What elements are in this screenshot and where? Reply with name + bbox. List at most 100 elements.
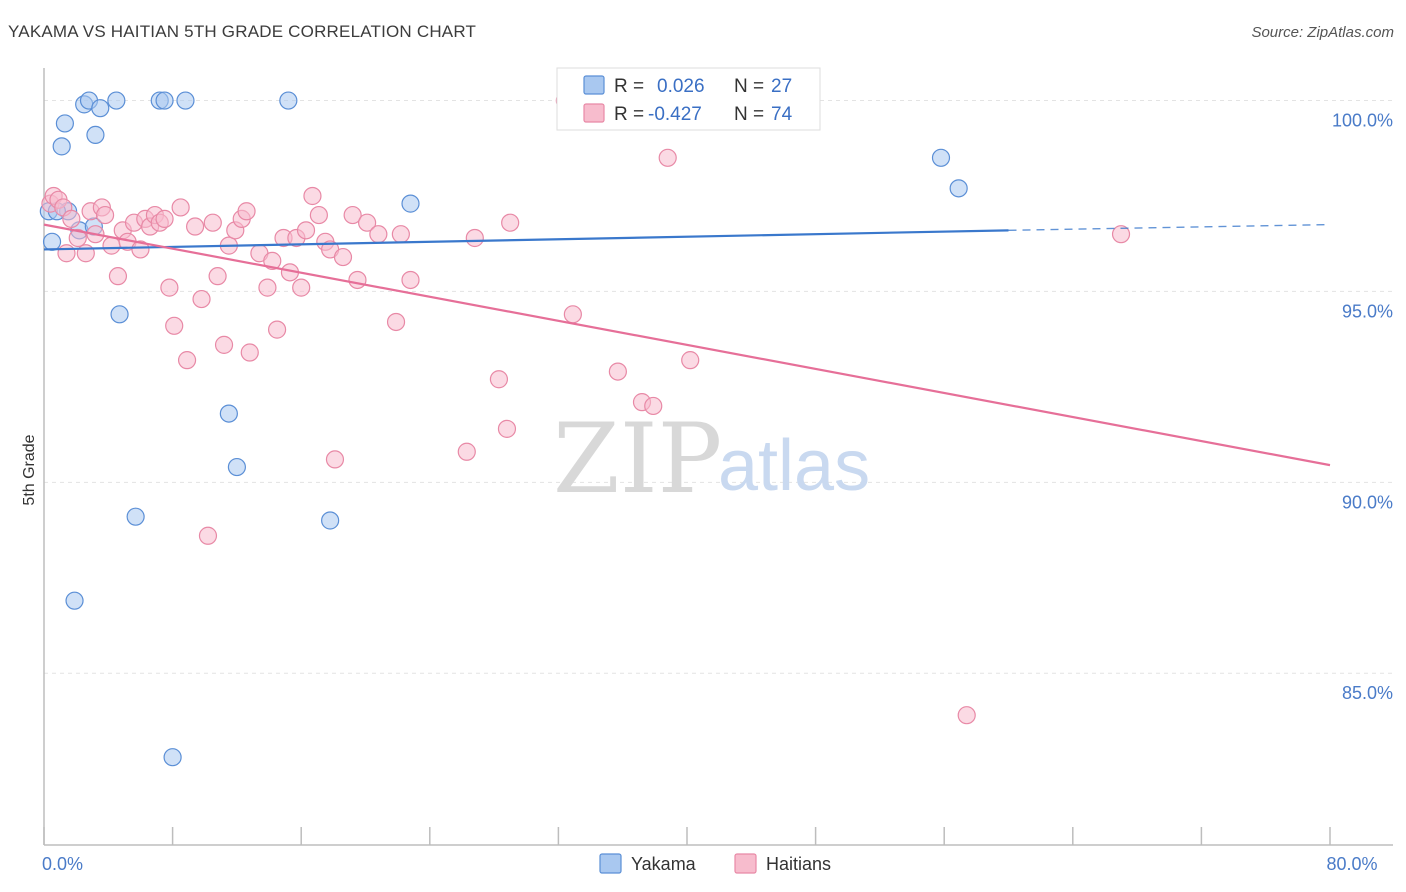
haitians-point xyxy=(681,351,700,370)
yakama-point xyxy=(401,194,420,213)
haitians-point xyxy=(160,278,179,297)
bottom-legend-label-yakama: Yakama xyxy=(631,854,697,874)
x-tick-label: 80.0% xyxy=(1326,854,1377,874)
yakama-trend-extension xyxy=(1008,223,1331,232)
yakama-point xyxy=(321,511,340,530)
yakama-point xyxy=(65,591,84,610)
yakama-point xyxy=(42,232,62,251)
legend-swatch-haitians xyxy=(583,103,605,123)
source-credit: Source: ZipAtlas.com xyxy=(1251,24,1394,41)
haitians-point xyxy=(608,362,627,381)
y-tick-label: 90.0% xyxy=(1342,492,1393,512)
haitians-point xyxy=(401,270,420,290)
yakama-point xyxy=(86,125,105,145)
legend-n-value-yakama: 27 xyxy=(771,76,792,97)
haitians-point xyxy=(76,244,95,263)
y-tick-label: 100.0% xyxy=(1332,111,1393,131)
yakama-point xyxy=(55,114,74,133)
haitians-point xyxy=(1111,225,1131,244)
haitians-point xyxy=(644,396,663,416)
x-tick-label: 0.0% xyxy=(42,854,83,874)
haitians-point xyxy=(177,351,197,370)
yakama-point xyxy=(931,148,951,167)
haitians-point xyxy=(186,217,205,236)
haitians-point xyxy=(102,236,121,255)
legend-box: R = 0.026 N = 27 R = -0.427 N = 74 xyxy=(556,67,821,131)
yakama-point xyxy=(227,457,246,477)
bottom-legend-swatch-haitians xyxy=(734,853,757,874)
haitians-point xyxy=(497,419,517,438)
yakama-point xyxy=(155,91,174,110)
x-tick-labels: 0.0% 80.0% xyxy=(42,854,1378,874)
haitians-point xyxy=(68,228,87,248)
haitians-point xyxy=(171,198,190,217)
haitians-point xyxy=(165,316,184,335)
haitians-point xyxy=(267,320,287,339)
haitians-point xyxy=(214,335,234,354)
haitians-point xyxy=(358,213,377,232)
yakama-point xyxy=(110,305,129,324)
legend-swatch-yakama xyxy=(583,75,605,95)
yakama-trend-line xyxy=(43,229,1009,251)
watermark-atlas: atlas xyxy=(718,426,870,506)
gridlines xyxy=(44,100,1393,674)
haitians-point xyxy=(57,244,76,263)
haitians-point xyxy=(208,267,227,286)
haitians-point xyxy=(386,312,406,332)
haitians-point xyxy=(343,205,362,225)
haitians-point xyxy=(465,228,484,248)
haitians-point xyxy=(658,148,677,167)
data-points xyxy=(39,91,1131,767)
haitians-point xyxy=(309,205,328,225)
yakama-point xyxy=(107,91,126,110)
haitians-point xyxy=(240,343,259,362)
haitians-point xyxy=(155,209,174,228)
haitians-trend-line xyxy=(43,223,1331,467)
legend-n-label-haitians: N = xyxy=(734,104,764,125)
legend-n-value-haitians: 74 xyxy=(771,104,793,125)
yakama-point xyxy=(163,748,182,767)
haitians-point xyxy=(192,289,211,309)
haitians-point xyxy=(333,247,353,267)
legend-r-value-haitians: -0.427 xyxy=(648,104,702,125)
yakama-point xyxy=(949,179,968,198)
yakama-point xyxy=(52,137,71,156)
legend-r-value-yakama: 0.026 xyxy=(657,76,705,97)
haitians-point xyxy=(237,202,256,221)
haitians-point xyxy=(62,209,81,228)
y-axis-label: 5th Grade xyxy=(21,434,38,505)
haitians-point xyxy=(501,213,520,232)
haitians-point xyxy=(203,213,222,232)
haitians-point xyxy=(95,205,115,225)
haitians-point xyxy=(348,270,367,290)
chart-title: YAKAMA VS HAITIAN 5TH GRADE CORRELATION … xyxy=(8,22,477,41)
bottom-legend-label-haitians: Haitians xyxy=(766,854,831,874)
yakama-point xyxy=(219,404,238,423)
bottom-legend: Yakama Haitians xyxy=(599,853,831,874)
watermark: ZIP atlas xyxy=(553,403,870,515)
legend-r-label-yakama: R = xyxy=(614,76,644,97)
yakama-point xyxy=(176,91,195,110)
haitians-point xyxy=(325,450,345,469)
bottom-legend-swatch-yakama xyxy=(599,853,622,874)
haitians-point xyxy=(489,370,509,389)
haitians-point xyxy=(369,225,388,244)
haitians-point xyxy=(457,442,476,461)
watermark-zip: ZIP xyxy=(553,403,722,515)
haitians-point xyxy=(303,186,322,206)
haitians-point xyxy=(292,278,311,297)
trend-lines xyxy=(43,223,1331,467)
y-tick-labels: 100.0% 95.0% 90.0% 85.0% xyxy=(1332,111,1393,704)
haitians-point xyxy=(108,267,128,286)
haitians-point xyxy=(296,221,316,240)
legend-n-label-yakama: N = xyxy=(734,76,764,97)
haitians-point xyxy=(563,305,582,324)
haitians-point xyxy=(391,225,410,244)
yakama-point xyxy=(91,99,110,118)
haitians-point xyxy=(131,240,150,259)
yakama-point xyxy=(126,507,145,526)
haitians-point xyxy=(263,251,282,270)
yakama-point xyxy=(279,91,298,110)
haitians-point xyxy=(957,706,976,725)
